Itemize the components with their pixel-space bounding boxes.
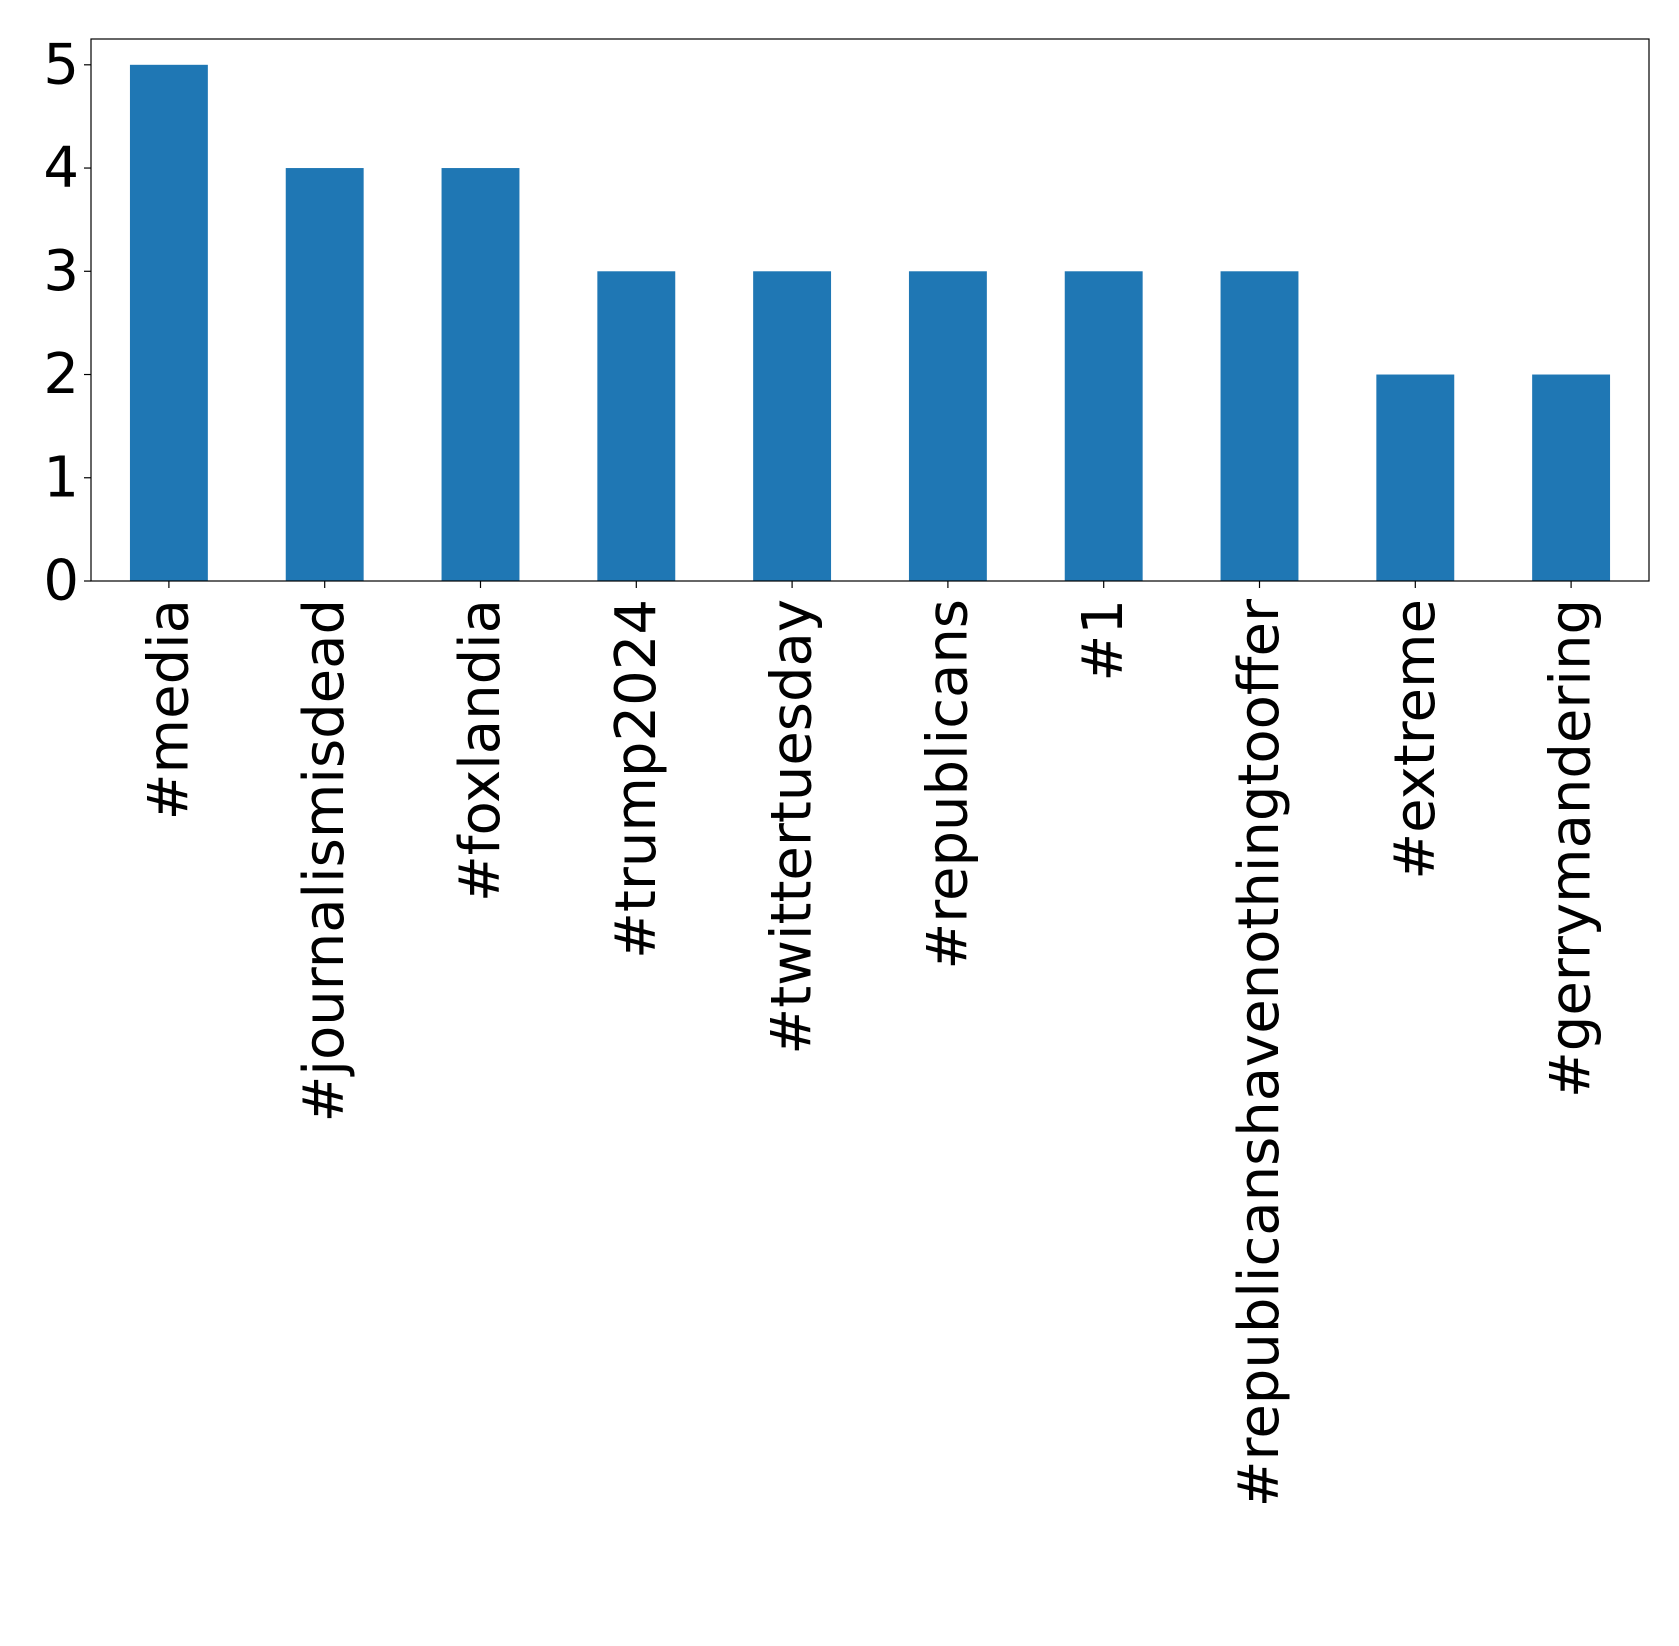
bar-9 (1532, 374, 1611, 581)
y-axis: 0 1 2 3 4 5 (43, 32, 91, 614)
bars-layer (129, 64, 1611, 582)
bar-2 (441, 168, 520, 582)
x-axis: #media #journalismisdead #foxlandia #trump2… (136, 581, 1604, 1507)
y-tick-label-0: 0 (43, 549, 79, 614)
x-tick-label-0: #media (136, 599, 201, 820)
bar-4 (753, 271, 832, 581)
bar-6 (1064, 271, 1143, 581)
bar-8 (1376, 374, 1455, 581)
bar-7 (1220, 271, 1299, 581)
x-tick-label-3: #trump2024 (604, 599, 669, 959)
x-tick-label-2: #foxlandia (448, 599, 513, 902)
x-tick-label-4: #twittertuesday (760, 599, 825, 1055)
x-tick-label-8: #extreme (1383, 599, 1448, 880)
y-tick-label-2: 2 (43, 342, 79, 407)
y-tick-label-4: 4 (43, 136, 79, 201)
bar-3 (597, 271, 676, 581)
x-tick-label-9: #gerrymandering (1539, 599, 1604, 1098)
bar-5 (908, 271, 987, 581)
plot-frame (90, 38, 1650, 582)
bar-1 (285, 168, 364, 582)
x-tick-label-1: #journalismisdead (292, 599, 357, 1123)
bar-0 (129, 64, 208, 582)
y-tick-label-5: 5 (43, 32, 79, 97)
y-tick-label-1: 1 (43, 445, 79, 510)
y-tick-label-3: 3 (43, 239, 79, 304)
x-tick-label-7: #republicanshavenothingtooffer (1227, 598, 1292, 1507)
x-tick-label-6: #1 (1071, 599, 1136, 682)
x-tick-label-5: #republicans (915, 599, 980, 970)
